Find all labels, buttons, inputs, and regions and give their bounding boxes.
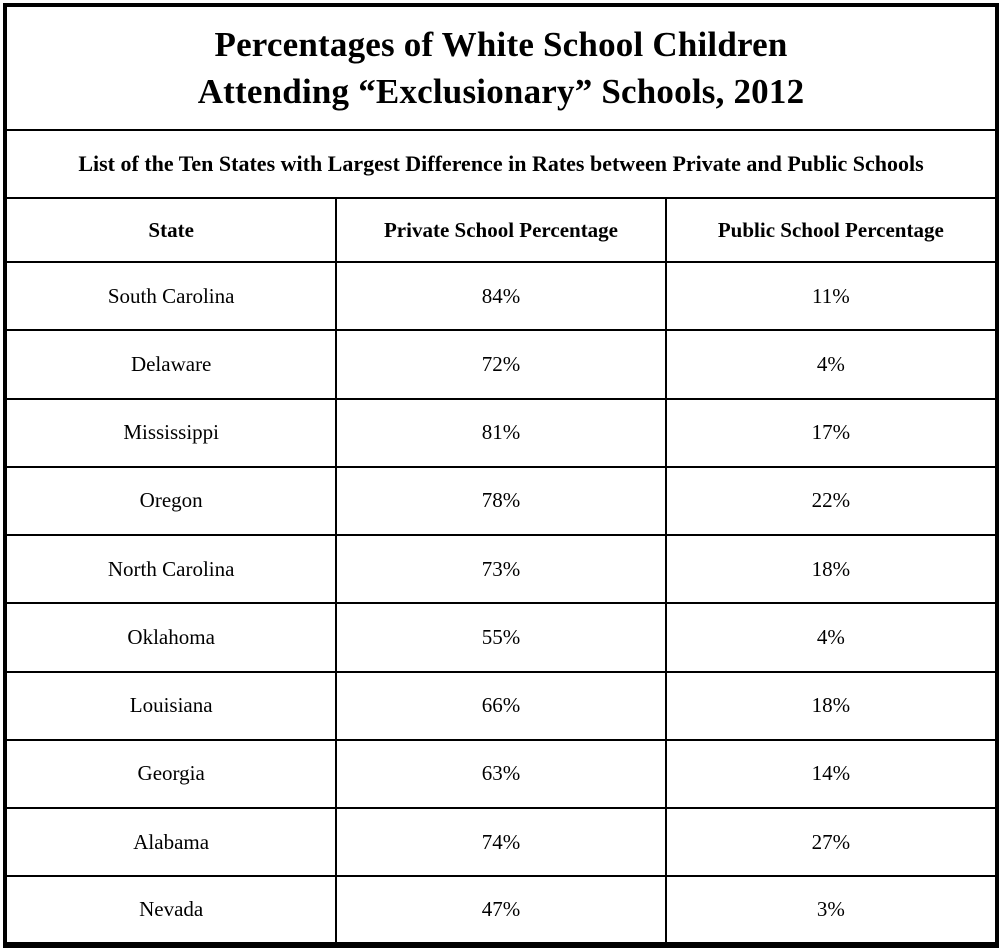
figure-title-line-2: Attending “Exclusionary” Schools, 2012 bbox=[197, 72, 805, 111]
public-cell: 3% bbox=[664, 875, 995, 942]
table-row: Georgia 63% 14% bbox=[7, 738, 995, 810]
table-row: Mississippi 81% 17% bbox=[7, 397, 995, 468]
figure-title-line-1: Percentages of White School Children bbox=[214, 24, 788, 64]
column-header-state: State bbox=[7, 199, 338, 263]
table-row: Oregon 78% 22% bbox=[7, 465, 995, 537]
public-cell: 18% bbox=[664, 670, 995, 741]
table-row: Alabama 74% 27% bbox=[7, 806, 995, 878]
table-row: South Carolina 84% 11% bbox=[7, 260, 995, 332]
private-cell: 78% bbox=[335, 465, 667, 537]
public-cell: 4% bbox=[664, 329, 995, 400]
table-row: North Carolina 73% 18% bbox=[7, 533, 995, 605]
figure-subtitle-text: List of the Ten States with Largest Diff… bbox=[78, 151, 924, 176]
table-row: Nevada 47% 3% bbox=[7, 875, 995, 942]
private-cell: 73% bbox=[335, 533, 667, 605]
state-cell: Nevada bbox=[7, 875, 338, 942]
private-cell: 74% bbox=[335, 806, 667, 878]
state-cell: Louisiana bbox=[7, 670, 338, 741]
public-cell: 4% bbox=[664, 602, 995, 673]
public-cell: 17% bbox=[664, 397, 995, 468]
private-cell: 84% bbox=[335, 260, 667, 332]
public-cell: 22% bbox=[664, 465, 995, 537]
state-cell: South Carolina bbox=[7, 260, 338, 332]
table-row: Delaware 72% 4% bbox=[7, 329, 995, 400]
state-cell: Delaware bbox=[7, 329, 338, 400]
table-row: Louisiana 66% 18% bbox=[7, 670, 995, 741]
private-cell: 63% bbox=[335, 738, 667, 810]
figure-subtitle: List of the Ten States with Largest Diff… bbox=[7, 131, 995, 199]
state-cell: Mississippi bbox=[7, 397, 338, 468]
public-cell: 11% bbox=[664, 260, 995, 332]
state-cell: Georgia bbox=[7, 738, 338, 810]
table-figure: Percentages of White School Children Att… bbox=[3, 3, 999, 948]
figure-title: Percentages of White School Children Att… bbox=[7, 7, 995, 131]
public-cell: 14% bbox=[664, 738, 995, 810]
column-header-private: Private School Percentage bbox=[335, 199, 667, 263]
private-cell: 47% bbox=[335, 875, 667, 942]
private-cell: 81% bbox=[335, 397, 667, 468]
public-cell: 18% bbox=[664, 533, 995, 605]
header-row: State Private School Percentage Public S… bbox=[7, 199, 995, 263]
state-cell: Oregon bbox=[7, 465, 338, 537]
state-cell: North Carolina bbox=[7, 533, 338, 605]
private-cell: 55% bbox=[335, 602, 667, 673]
column-header-public: Public School Percentage bbox=[664, 199, 995, 263]
data-table: State Private School Percentage Public S… bbox=[7, 199, 995, 942]
data-table-container: State Private School Percentage Public S… bbox=[7, 199, 995, 942]
table-row: Oklahoma 55% 4% bbox=[7, 602, 995, 673]
public-cell: 27% bbox=[664, 806, 995, 878]
private-cell: 72% bbox=[335, 329, 667, 400]
state-cell: Alabama bbox=[7, 806, 338, 878]
state-cell: Oklahoma bbox=[7, 602, 338, 673]
private-cell: 66% bbox=[335, 670, 667, 741]
